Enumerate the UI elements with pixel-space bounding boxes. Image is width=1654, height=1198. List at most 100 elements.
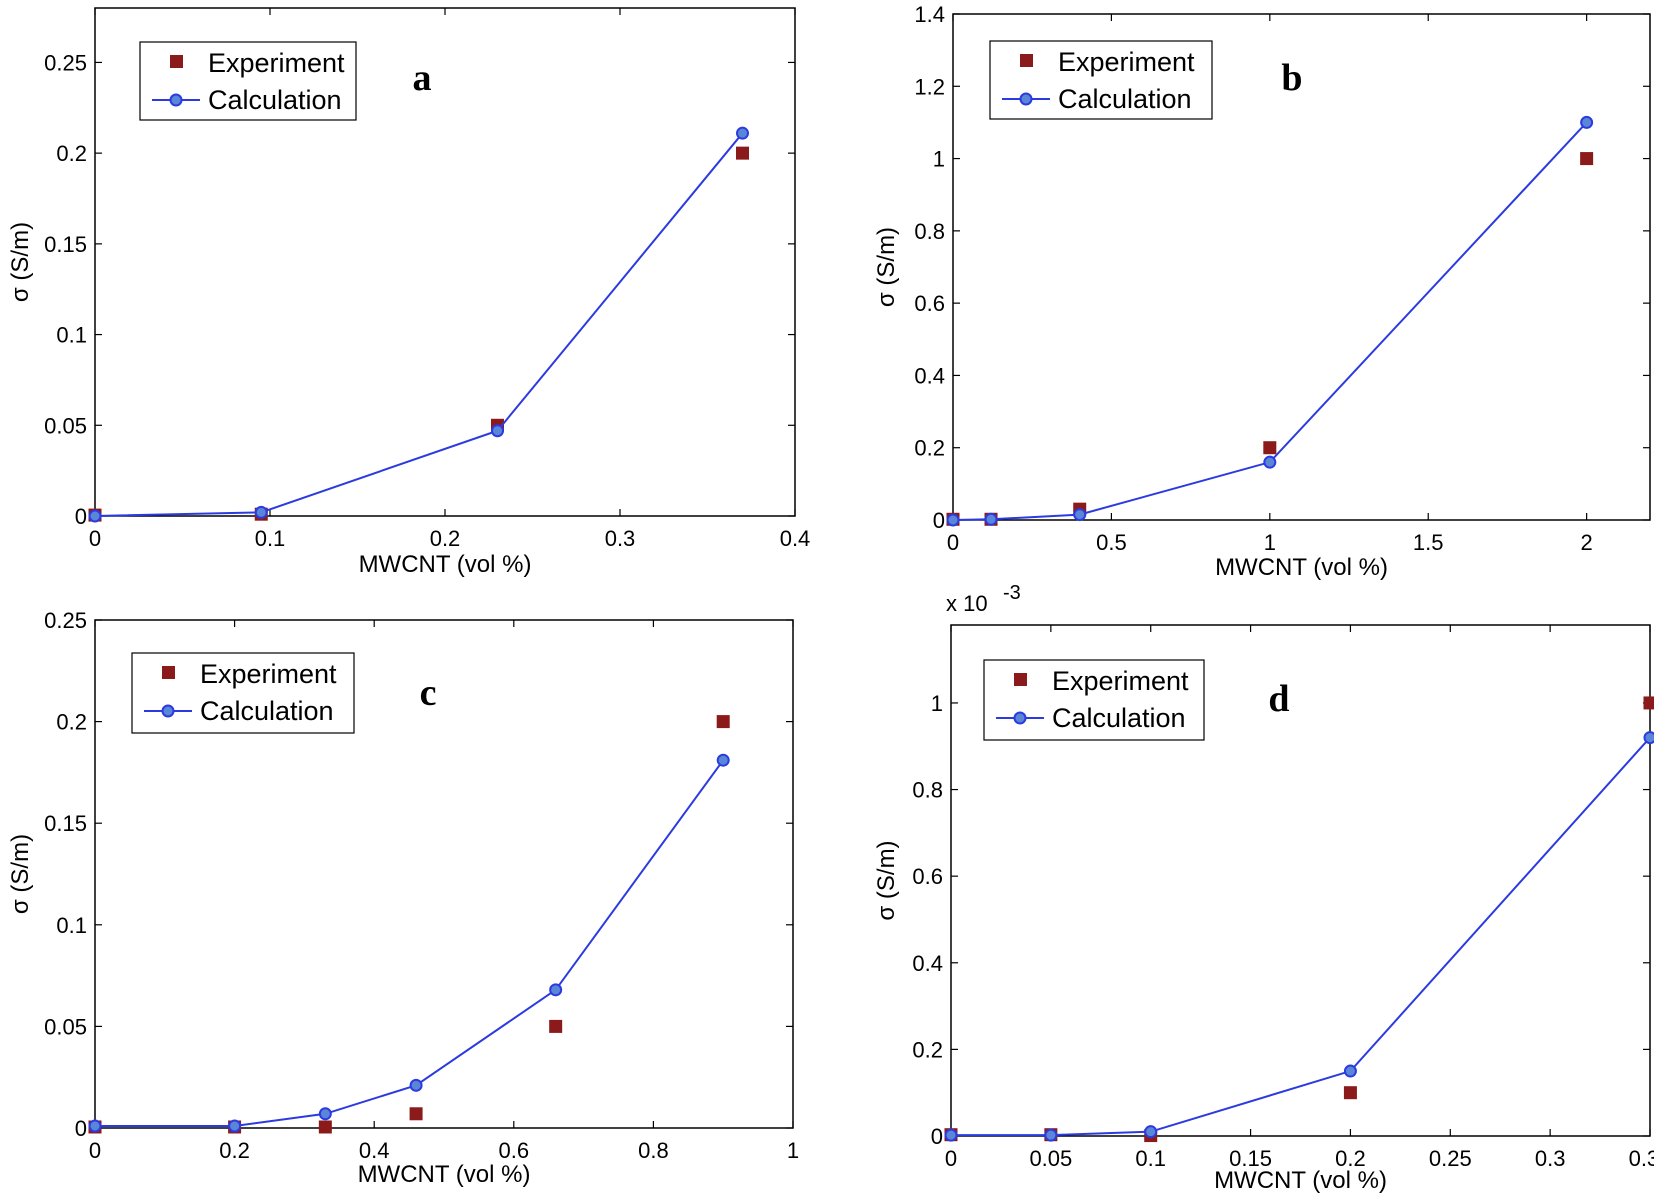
y-tick-label: 0.6 bbox=[912, 864, 943, 889]
y-tick-label: 0.4 bbox=[912, 951, 943, 976]
calculation-point bbox=[88, 509, 102, 523]
y-tick-label: 0.05 bbox=[44, 413, 87, 438]
calculation-point bbox=[318, 1107, 332, 1121]
y-tick-label: 0.4 bbox=[914, 363, 945, 388]
chart-panel-d: 0 0.05 0.1 0.15 0.2 0.25 0.3 0.35 0 0.2 0.4 0.6 0.8 1… bbox=[873, 582, 1654, 1194]
y-tick-label: 0.2 bbox=[912, 1037, 943, 1062]
legend-experiment-label: Experiment bbox=[1052, 666, 1189, 696]
y-tick-label: 0.2 bbox=[56, 141, 87, 166]
x-tick-label: 0 bbox=[89, 1138, 101, 1163]
calculation-point bbox=[1144, 1125, 1158, 1139]
legend-calculation-label: Calculation bbox=[1052, 703, 1186, 733]
plot-area bbox=[88, 715, 730, 1134]
x-tick-label: 0.5 bbox=[1096, 530, 1127, 555]
panel-letter: b bbox=[1281, 57, 1302, 99]
axes-frame bbox=[950, 624, 1651, 1137]
y-tick-label: 0.8 bbox=[912, 778, 943, 803]
y-tick-label: 0.15 bbox=[44, 232, 87, 257]
y-tick-label: 0 bbox=[931, 1124, 943, 1149]
experiment-point bbox=[1580, 152, 1594, 166]
legend-experiment-marker bbox=[1014, 673, 1027, 686]
y-tick-label: 0 bbox=[75, 504, 87, 529]
chart-panel-b: 0 0.5 1 1.5 2 0 0.2 0.4 0.6 0.8 1 1.2 1.4 MWCNT (vol … bbox=[873, 2, 1651, 581]
legend-calculation-label: Calculation bbox=[208, 85, 342, 115]
y-exponent-label: x 10 bbox=[946, 591, 988, 616]
x-tick-label: 0 bbox=[945, 1146, 957, 1171]
legend-experiment-marker bbox=[170, 55, 183, 68]
x-tick-label: 0.3 bbox=[1535, 1146, 1566, 1171]
legend: Experiment Calculation bbox=[131, 652, 355, 734]
legend-box bbox=[989, 40, 1213, 120]
calculation-point bbox=[409, 1078, 423, 1092]
experiment-point bbox=[736, 146, 749, 160]
y-tick-label: 0.1 bbox=[56, 913, 87, 938]
legend-experiment-label: Experiment bbox=[208, 48, 345, 78]
legend-experiment-label: Experiment bbox=[1058, 47, 1195, 77]
chart-panel-a: 0 0.1 0.2 0.3 0.4 0 0.05 0.1 0.15 0.2 0.25 MWCNT (v… bbox=[7, 7, 810, 578]
plot-area bbox=[946, 115, 1594, 527]
calculation-point bbox=[716, 753, 730, 767]
x-tick-label: 0.4 bbox=[359, 1138, 390, 1163]
calculation-point bbox=[228, 1119, 242, 1133]
panel-letter: c bbox=[420, 672, 437, 714]
calculation-point bbox=[946, 513, 960, 527]
x-axis-title: MWCNT (vol %) bbox=[1215, 554, 1388, 581]
x-tick-label: 0.05 bbox=[1029, 1146, 1072, 1171]
y-tick-label: 0.1 bbox=[56, 323, 87, 348]
legend-calculation-marker bbox=[161, 704, 175, 718]
legend: Experiment Calculation bbox=[989, 40, 1213, 120]
calculation-point bbox=[254, 505, 268, 519]
y-axis-title: σ (S/m) bbox=[7, 222, 34, 302]
y-tick-label: 0.05 bbox=[44, 1014, 87, 1039]
y-tick-label: 0 bbox=[75, 1116, 87, 1141]
x-axis-title: MWCNT (vol %) bbox=[359, 551, 532, 578]
calculation-point bbox=[984, 512, 998, 526]
x-tick-label: 0.1 bbox=[255, 526, 286, 551]
y-tick-label: 0.15 bbox=[44, 811, 87, 836]
y-axis-title: σ (S/m) bbox=[7, 834, 34, 914]
chart-panel-c: 0 0.2 0.4 0.6 0.8 1 0 0.05 0.1 0.15 0.2 0.25 MWCNT (… bbox=[7, 608, 799, 1188]
y-axis-title: σ (S/m) bbox=[873, 227, 900, 307]
legend-calculation-marker bbox=[1019, 92, 1033, 106]
x-tick-label: 1.5 bbox=[1413, 530, 1444, 555]
calculation-point bbox=[736, 126, 749, 140]
x-tick-label: 0.6 bbox=[499, 1138, 530, 1163]
legend-calculation-marker bbox=[169, 93, 183, 107]
y-tick-label: 1.2 bbox=[914, 74, 945, 99]
x-tick-label: 0.15 bbox=[1229, 1146, 1272, 1171]
calculation-point bbox=[1580, 115, 1594, 129]
experiment-point bbox=[716, 715, 730, 729]
calculation-point bbox=[549, 983, 563, 997]
experiment-point bbox=[549, 1019, 563, 1033]
calculation-point bbox=[491, 424, 504, 438]
x-tick-label: 0.1 bbox=[1135, 1146, 1166, 1171]
calculation-point bbox=[944, 1128, 958, 1142]
x-tick-label: 0.2 bbox=[430, 526, 461, 551]
legend: Experiment Calculation bbox=[983, 659, 1205, 741]
legend-experiment-marker bbox=[1020, 54, 1033, 67]
x-tick-label: 2 bbox=[1581, 530, 1593, 555]
axes-frame bbox=[952, 13, 1651, 521]
y-tick-label: 1 bbox=[933, 147, 945, 172]
experiment-point bbox=[1343, 1086, 1357, 1100]
experiment-point bbox=[409, 1107, 423, 1121]
panel-letter: a bbox=[413, 57, 432, 99]
legend: Experiment Calculation bbox=[139, 41, 357, 121]
calculation-point bbox=[1263, 455, 1277, 469]
x-axis-title: MWCNT (vol %) bbox=[1214, 1167, 1387, 1194]
experiment-point bbox=[1263, 441, 1277, 455]
x-tick-label: 0.35 bbox=[1629, 1146, 1654, 1171]
x-tick-label: 0 bbox=[89, 526, 101, 551]
y-tick-label: 0.25 bbox=[44, 608, 87, 633]
experiment-point bbox=[1643, 696, 1654, 710]
panel-letter: d bbox=[1268, 678, 1289, 720]
legend-calculation-label: Calculation bbox=[200, 696, 334, 726]
x-tick-label: 0.8 bbox=[638, 1138, 669, 1163]
x-tick-label: 0.2 bbox=[1335, 1146, 1366, 1171]
legend-calculation-label: Calculation bbox=[1058, 84, 1192, 114]
y-tick-label: 0 bbox=[933, 508, 945, 533]
calculation-point bbox=[1343, 1064, 1357, 1078]
x-tick-label: 0 bbox=[947, 530, 959, 555]
